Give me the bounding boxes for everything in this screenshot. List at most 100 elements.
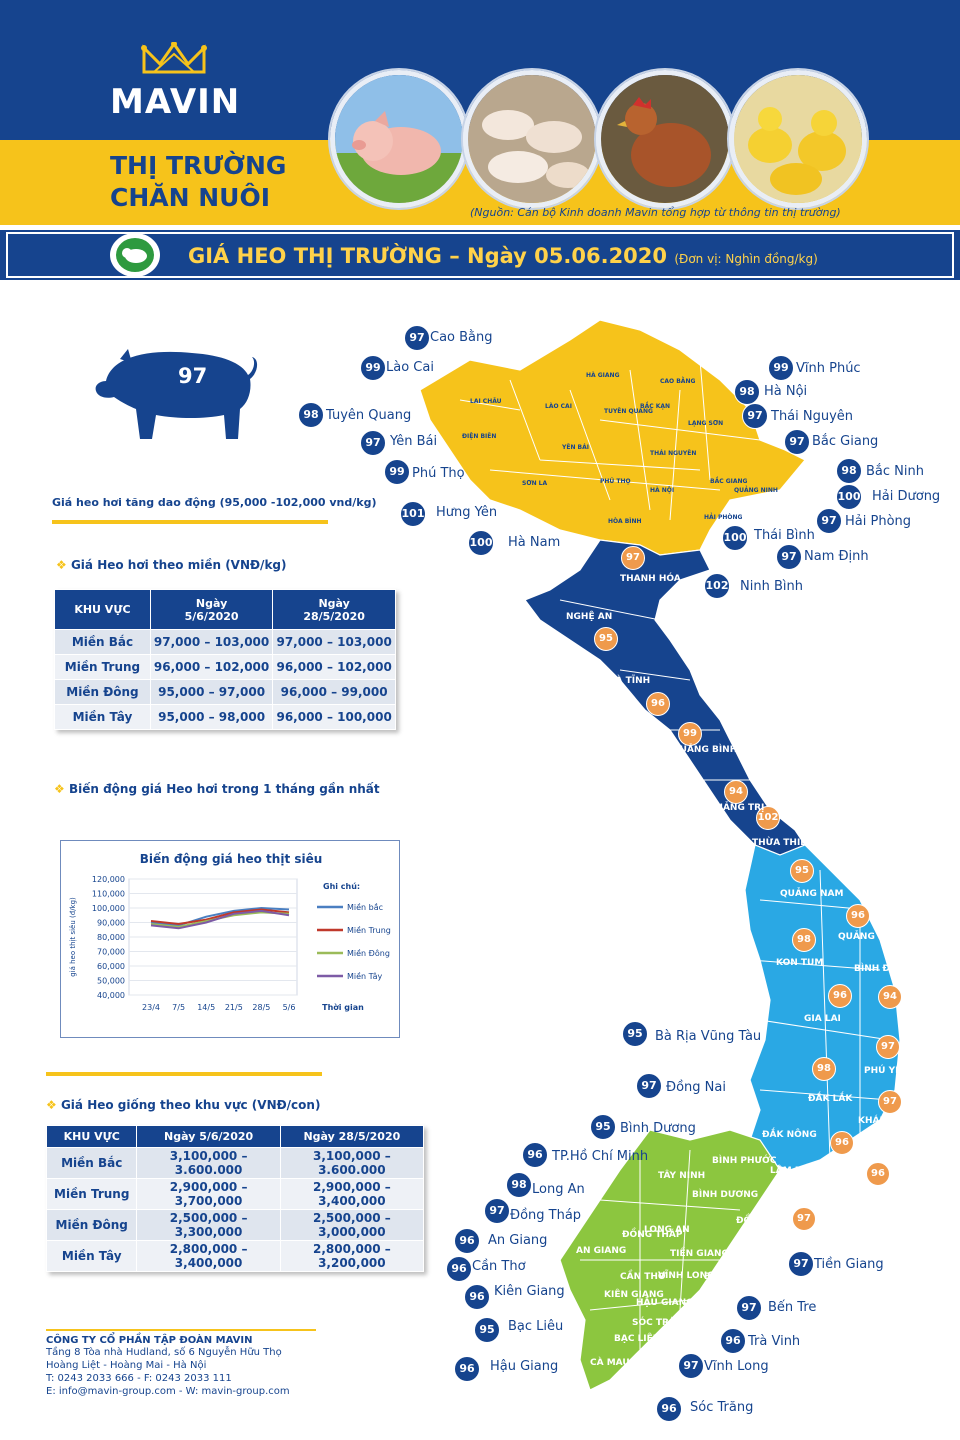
map-province-label: PHÚ YÊN — [864, 1066, 909, 1076]
map-province-label: AN GIANG — [576, 1246, 627, 1256]
table-header: KHU VỰC — [54, 589, 151, 630]
map-province-label: YÊN BÁI — [562, 444, 590, 451]
map-province-label: NGHỆ AN — [566, 612, 613, 622]
divider — [52, 520, 328, 524]
map-province-label: ĐIỆN BIÊN — [462, 433, 497, 440]
price-trend-chart: Biến động giá heo thịt siêu 120,000 110,00… — [60, 840, 400, 1038]
map-price-dot: 95 — [594, 627, 618, 651]
table-cell: Miền Bắc — [45, 1147, 138, 1179]
province-name-label: Trà Vinh — [748, 1334, 801, 1349]
table-cell: Miền Trung — [54, 654, 151, 680]
table-header: KHU VỰC — [45, 1125, 138, 1148]
province-price-badge: 97 — [816, 508, 842, 534]
footer: CÔNG TY CỔ PHẦN TẬP ĐOÀN MAVIN Tầng 8 Tò… — [46, 1329, 316, 1398]
table-row: Miền Trung 2,900,000 – 3,700,000 2,900,000… — [45, 1178, 425, 1210]
chart-svg: Biến động giá heo thịt siêu 120,000 110,00… — [69, 852, 391, 1012]
map-province-label: QUẢNG NAM — [780, 889, 844, 899]
table-cell: Miền Tây — [45, 1240, 138, 1272]
table-row: Miền Trung 96,000 – 102,000 96,000 – 102,0… — [54, 654, 396, 680]
section-region-text: Giá Heo hơi theo miền (VNĐ/kg) — [70, 558, 287, 572]
crown-icon — [141, 42, 207, 74]
province-name-label: Thái Bình — [754, 528, 815, 543]
map-province-label: ĐẮK NÔNG — [762, 1130, 817, 1140]
map-province-label: SƠN LA — [522, 480, 548, 487]
table-row: Miền Tây 2,800,000 – 3,400,000 2,800,000 –… — [45, 1240, 425, 1272]
map-price-dot: 96 — [846, 904, 870, 928]
province-price-badge: 102 — [704, 573, 730, 599]
province-name-label: Lào Cai — [386, 360, 434, 375]
province-price-badge: 99 — [384, 459, 410, 485]
map-price-dot: 96 — [646, 692, 670, 716]
map-province-label: CÀ MAU — [590, 1358, 630, 1368]
national-price: 97 — [178, 364, 208, 388]
section-region-heading: ❖ Giá Heo hơi theo miền (VNĐ/kg) — [56, 558, 287, 572]
table-cell: 97,000 – 103,000 — [272, 629, 396, 655]
province-price-badge: 100 — [836, 484, 862, 510]
table-header: Ngày 5/6/2020 — [136, 1125, 281, 1148]
source-note: (Nguồn: Cán bộ Kinh doanh Mavin tổng hợp… — [470, 206, 841, 219]
province-price-badge: 101 — [400, 501, 426, 527]
map-province-label: THỪA THIÊN HUẾ — [752, 838, 839, 848]
map-price-dot: 94 — [878, 985, 902, 1009]
province-price-badge: 97 — [636, 1073, 662, 1099]
province-name-label: Phú Thọ — [412, 466, 465, 481]
province-name-label: Bình Dương — [620, 1121, 696, 1136]
table-cell: 96,000 – 99,000 — [272, 679, 396, 705]
map-province-label: TUYÊN QUANG — [604, 408, 653, 415]
page-title-line2: CHĂN NUÔI — [110, 183, 271, 212]
map-province-label: HẢI PHÒNG — [704, 514, 743, 521]
province-name-label: TP.Hồ Chí Minh — [552, 1149, 649, 1164]
province-name-label: Bắc Ninh — [866, 464, 924, 479]
province-price-badge: 95 — [622, 1021, 648, 1047]
x-tick-label: 14/5 — [197, 1003, 215, 1012]
section-trend-heading: ❖ Biến động giá Heo hơi trong 1 tháng gầ… — [54, 782, 380, 796]
map-price-dot: 94 — [724, 780, 748, 804]
chart-title: Biến động giá heo thịt siêu — [140, 852, 323, 866]
diamond-bullet-icon: ❖ — [46, 1098, 57, 1112]
diamond-bullet-icon: ❖ — [56, 558, 67, 572]
section-breed-heading: ❖ Giá Heo giống theo khu vực (VNĐ/con) — [46, 1098, 320, 1112]
market-title: GIÁ HEO THỊ TRƯỜNG – Ngày 05.06.2020 (Đơ… — [188, 244, 818, 268]
province-price-badge: 96 — [454, 1228, 480, 1254]
y-tick-label: 40,000 — [97, 991, 125, 1000]
y-tick-label: 60,000 — [97, 962, 125, 971]
y-tick-label: 70,000 — [97, 948, 125, 957]
map-price-dot: 97 — [792, 1207, 816, 1231]
map-price-dot: 99 — [678, 722, 702, 746]
map-province-label: LÀO CAI — [545, 403, 572, 410]
map-price-dot: 95 — [790, 859, 814, 883]
map-province-label: ĐỒNG THÁP — [622, 1230, 683, 1240]
map-province-label: LAI CHÂU — [470, 398, 502, 405]
map-province-label: BẮC KẠN — [640, 403, 671, 410]
table-cell: Miền Đông — [45, 1209, 138, 1241]
province-name-label: Tuyên Quang — [326, 408, 412, 423]
table-cell: 96,000 – 100,000 — [272, 704, 396, 730]
table-row: Miền Bắc 3,100,000 – 3.600.000 3,100,000 –… — [45, 1147, 425, 1179]
table-header: Ngày 5/6/2020 — [149, 589, 274, 630]
map-price-dot: 98 — [792, 928, 816, 952]
ducklings-photo — [729, 70, 867, 208]
province-price-badge: 99 — [768, 355, 794, 381]
map-province-label: TRÀ VINH — [682, 1302, 731, 1312]
table-cell: 2,900,000 – 3,700,000 — [136, 1178, 281, 1210]
map-province-label: QUẢNG TRỊ — [708, 803, 765, 813]
title-bar-frame — [6, 232, 954, 278]
province-name-label: Vĩnh Long — [704, 1359, 769, 1374]
province-price-badge: 100 — [722, 525, 748, 551]
x-tick-label: 7/5 — [172, 1003, 185, 1012]
province-price-badge: 97 — [784, 429, 810, 455]
map-province-label: TÂY NINH — [658, 1171, 706, 1181]
table-row: Miền Tây 95,000 – 98,000 96,000 – 100,000 — [54, 704, 396, 730]
map-province-label: BÌNH PHƯỚC — [712, 1156, 777, 1166]
y-tick-label: 110,000 — [92, 890, 125, 899]
page-title: THỊ TRƯỜNG CHĂN NUÔI — [110, 150, 286, 214]
province-name-label: Hưng Yên — [436, 505, 498, 520]
province-name-label: Đồng Nai — [666, 1080, 726, 1095]
x-tick-label: 23/4 — [142, 1003, 160, 1012]
map-price-dot: 97 — [621, 546, 645, 570]
table-cell: 2,800,000 – 3,400,000 — [136, 1240, 281, 1272]
diamond-bullet-icon: ❖ — [54, 782, 65, 796]
map-province-label: HÀ NỘI — [650, 487, 675, 494]
footer-address2: Hoàng Liệt - Hoàng Mai - Hà Nội — [46, 1360, 207, 1371]
province-name-label: Yên Bái — [390, 434, 438, 449]
